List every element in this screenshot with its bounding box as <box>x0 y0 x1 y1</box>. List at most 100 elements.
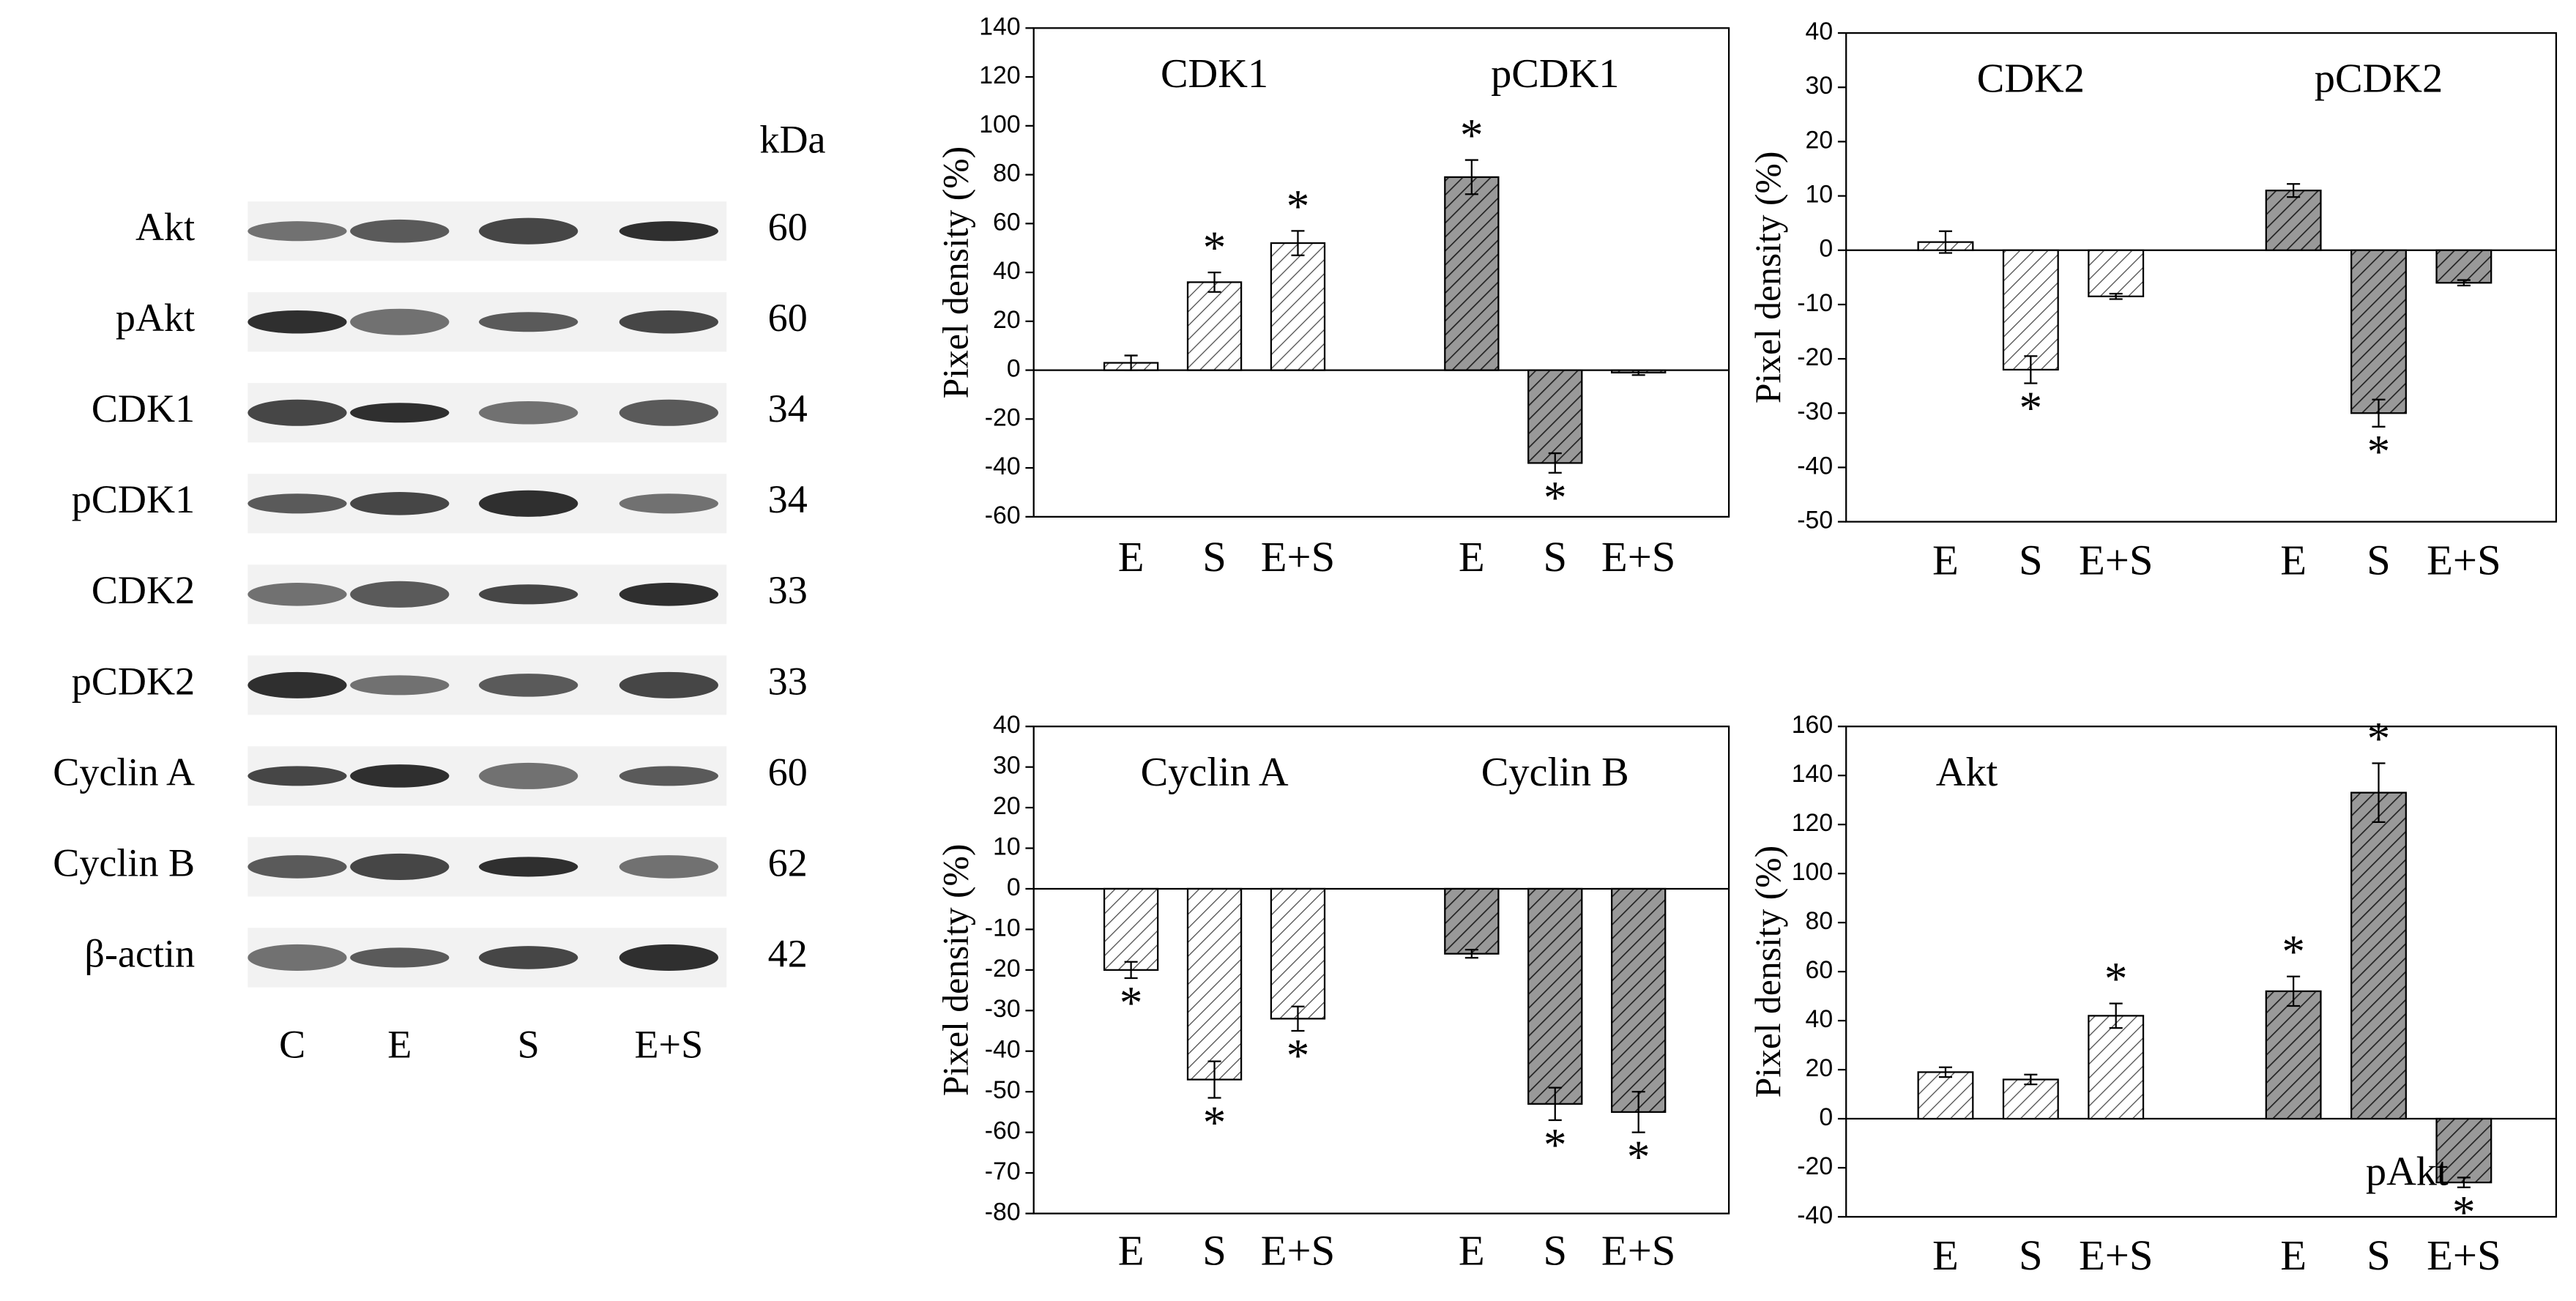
blot-band <box>619 766 718 786</box>
y-axis-label: Pixel density (%) <box>936 146 976 398</box>
y-tick-label: -20 <box>985 403 1021 431</box>
error-bar <box>2372 398 2386 428</box>
y-tick-label: 100 <box>1792 858 1833 886</box>
bar <box>2435 249 2493 284</box>
y-tick-label: 40 <box>993 257 1021 285</box>
significance: * <box>2452 1187 2476 1238</box>
y-axis-label: Pixel density (%) <box>1748 846 1788 1097</box>
blot-label: pCDK2 <box>72 659 195 703</box>
group-label: pAkt <box>2366 1149 2449 1195</box>
y-tick-label: -40 <box>1797 1201 1833 1229</box>
y-tick-label: 30 <box>1806 72 1834 100</box>
x-tick-label: E+S <box>2427 1231 2501 1279</box>
significance: * <box>1544 472 1567 523</box>
error-bar <box>1938 1066 1952 1078</box>
y-tick-label: 20 <box>1806 1054 1834 1082</box>
blot-band <box>247 583 347 606</box>
error-bar <box>1548 1086 1562 1122</box>
y-tick-label: 20 <box>1806 126 1834 154</box>
x-tick-label: E+S <box>1601 533 1675 581</box>
significance: * <box>1627 1132 1650 1183</box>
y-tick-label: -10 <box>1797 289 1833 317</box>
y-tick-label: 120 <box>1792 809 1833 837</box>
y-tick-label: -40 <box>1797 452 1833 480</box>
y-tick-label: 30 <box>993 752 1021 780</box>
error-bar <box>2457 1177 2471 1188</box>
error-bar <box>1124 354 1138 371</box>
blot-band <box>479 762 578 789</box>
blot-band <box>247 855 347 879</box>
blot-label: Cyclin A <box>53 750 195 794</box>
bar <box>2350 791 2407 1120</box>
x-tick-label: E+S <box>1601 1226 1675 1274</box>
error-bar <box>1631 369 1645 376</box>
blot-band <box>350 947 450 968</box>
blot-band <box>479 946 578 969</box>
y-tick-label: -40 <box>985 1036 1021 1064</box>
blot-band <box>479 312 578 332</box>
x-tick-label: E+S <box>2079 1231 2153 1279</box>
error-bar <box>2287 975 2301 1007</box>
blot-label: Akt <box>135 205 195 249</box>
blot-label: β-actin <box>84 931 195 975</box>
significance: * <box>1287 181 1310 232</box>
error-bar <box>1207 1060 1221 1099</box>
blot-band <box>619 221 718 242</box>
y-tick-label: -80 <box>985 1198 1021 1226</box>
blot-label: CDK1 <box>92 387 195 430</box>
y-tick-label: 0 <box>1819 1103 1833 1131</box>
y-tick-label: 80 <box>993 160 1021 187</box>
y-tick-label: 0 <box>1819 235 1833 263</box>
y-tick-label: 40 <box>1806 1005 1834 1033</box>
blot-band <box>619 493 718 514</box>
x-tick-label: E+S <box>2427 537 2501 584</box>
y-tick-label: 0 <box>1007 873 1021 901</box>
blot-band <box>247 944 347 971</box>
blot-band <box>247 221 347 242</box>
blot-band <box>247 399 347 426</box>
bar <box>1527 369 1583 464</box>
lane-label: S <box>518 1022 540 1066</box>
error-bar <box>1291 1005 1305 1032</box>
significance: * <box>2367 713 2391 764</box>
bar <box>1611 887 1667 1114</box>
error-bar <box>1548 452 1562 474</box>
y-tick-label: 120 <box>979 61 1020 89</box>
y-tick-label: -20 <box>1797 343 1833 371</box>
blot-band <box>619 855 718 879</box>
bar <box>1270 242 1326 371</box>
y-tick-label: -10 <box>985 914 1021 942</box>
group-label: CDK1 <box>1161 51 1268 97</box>
blot-band <box>479 400 578 425</box>
blot-label: CDK2 <box>92 568 195 612</box>
error-bar <box>1291 230 1305 256</box>
x-tick-label: E+S <box>1261 1226 1335 1274</box>
error-bar <box>2109 292 2123 300</box>
group-label: Akt <box>1936 750 1998 795</box>
y-tick-label: -30 <box>1797 398 1833 425</box>
y-tick-label: 10 <box>993 832 1021 860</box>
blot-band <box>247 310 347 334</box>
y-tick-label: 10 <box>1806 181 1834 209</box>
x-tick-label: E+S <box>1261 533 1335 581</box>
blot-band <box>350 308 450 335</box>
blot-band <box>350 403 450 423</box>
plot-frame <box>1032 27 1730 518</box>
x-tick-label: S <box>2019 537 2043 584</box>
kda-value: 34 <box>768 387 808 430</box>
kda-value: 34 <box>768 477 808 521</box>
blot-band <box>247 766 347 786</box>
y-tick-label: -60 <box>985 1117 1021 1145</box>
error-bar <box>2109 1002 2123 1029</box>
error-bar <box>1124 961 1138 980</box>
blot-band <box>350 581 450 608</box>
significance: * <box>1203 223 1226 274</box>
y-tick-label: 20 <box>993 792 1021 820</box>
blot-band <box>619 399 718 426</box>
lane-label: C <box>279 1022 305 1066</box>
y-tick-label: 40 <box>993 711 1021 739</box>
y-tick-label: 140 <box>979 12 1020 40</box>
blot-label: pCDK1 <box>72 477 195 521</box>
group-label: CDK2 <box>1977 56 2085 102</box>
error-bar <box>1938 230 1952 254</box>
